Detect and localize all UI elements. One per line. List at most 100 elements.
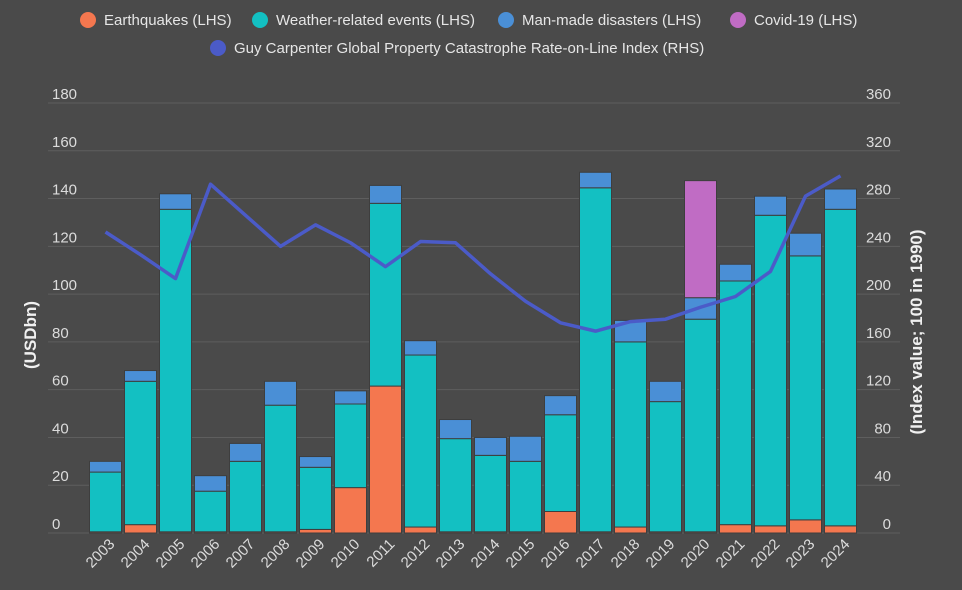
bar-segment (194, 490, 227, 533)
x-tick-label: 2022 (748, 536, 784, 572)
bar-segment (299, 456, 332, 468)
bar-segment (614, 341, 647, 528)
bar-segment (124, 380, 157, 526)
bar-segment (509, 460, 542, 533)
left-tick-label: 20 (52, 468, 69, 485)
x-tick-label: 2021 (713, 536, 749, 572)
right-tick-label: 280 (866, 182, 891, 199)
bar-segment (264, 404, 297, 533)
bar-segment (754, 214, 787, 527)
bar-segment (649, 401, 682, 533)
x-tick-label: 2020 (678, 536, 714, 572)
bar-segment (544, 414, 577, 512)
bar-segment (684, 180, 717, 299)
x-tick-label: 2017 (573, 536, 609, 572)
bar-segment (614, 526, 647, 534)
x-tick-label: 2015 (503, 536, 539, 572)
left-tick-label: 120 (52, 229, 77, 246)
bar-segment (824, 525, 857, 534)
bar-segment (124, 370, 157, 382)
bar-segment (719, 524, 752, 534)
bar-segment (824, 208, 857, 527)
bar-segment (334, 487, 367, 534)
left-tick-label: 60 (52, 373, 69, 390)
bar-segment (404, 340, 437, 356)
legend-label: Man-made disasters (LHS) (522, 12, 701, 29)
legend: Earthquakes (LHS) Weather-related events … (80, 12, 857, 57)
bar-segment (229, 460, 262, 533)
bar-segment (404, 354, 437, 528)
right-axis-ticks: 0 40 80 120 160 200 240 280 320 360 (866, 86, 891, 533)
x-tick-label: 2003 (83, 536, 119, 572)
right-tick-label: 160 (866, 325, 891, 342)
legend-label: Guy Carpenter Global Property Catastroph… (234, 40, 704, 57)
bar-segment (369, 184, 402, 204)
bar-segment (334, 403, 367, 489)
legend-marker (252, 12, 268, 28)
bar-segment (159, 193, 192, 210)
right-tick-label: 40 (874, 468, 891, 485)
x-tick-label: 2019 (643, 536, 679, 572)
right-axis-title: (Index value; 100 in 1990) (907, 229, 926, 434)
x-tick-label: 2012 (398, 536, 434, 572)
x-tick-label: 2010 (328, 536, 364, 572)
bar-segment (299, 466, 332, 530)
bar-segment (369, 385, 402, 534)
x-tick-label: 2007 (223, 536, 259, 572)
bar-segment (754, 525, 787, 534)
x-axis-ticks: 2003 2004 2005 2006 2007 2008 2009 2010 2011 2012… (83, 536, 854, 572)
x-tick-label: 2009 (293, 536, 329, 572)
bar-segment (509, 435, 542, 462)
right-tick-label: 360 (866, 86, 891, 103)
bars (89, 171, 857, 534)
x-tick-label: 2018 (608, 536, 644, 572)
left-tick-label: 160 (52, 134, 77, 151)
right-tick-label: 120 (866, 373, 891, 390)
left-tick-label: 180 (52, 86, 77, 103)
x-tick-label: 2013 (433, 536, 469, 572)
bar-segment (789, 255, 822, 521)
x-tick-label: 2004 (118, 536, 154, 572)
bar-segment (369, 202, 402, 387)
left-tick-label: 100 (52, 277, 77, 294)
bar-segment (649, 380, 682, 403)
left-axis-ticks: 0 20 40 60 80 100 120 140 160 180 (52, 86, 77, 533)
index-line (104, 174, 842, 333)
legend-label: Weather-related events (LHS) (276, 12, 475, 29)
bar-segment (474, 436, 507, 456)
bar-segment (124, 524, 157, 534)
right-tick-label: 320 (866, 134, 891, 151)
x-tick-label: 2011 (363, 536, 398, 571)
bar-segment (824, 188, 857, 210)
bar-segment (439, 419, 472, 440)
bar-segment (579, 171, 612, 189)
rate-on-line-index-line (104, 174, 842, 333)
x-tick-label: 2005 (153, 536, 189, 572)
bar-segment (229, 442, 262, 462)
bar-segment (789, 232, 822, 257)
bar-segment (789, 519, 822, 534)
legend-marker (210, 40, 226, 56)
bar-segment (474, 454, 507, 533)
bar-segment (719, 263, 752, 282)
x-tick-label: 2023 (783, 536, 819, 572)
x-tick-label: 2024 (818, 536, 854, 572)
right-tick-label: 240 (866, 229, 891, 246)
bar-segment (334, 390, 367, 405)
bar-segment (194, 475, 227, 492)
bar-segment (544, 511, 577, 534)
left-axis-title: (USDbn) (21, 301, 40, 369)
left-tick-label: 0 (52, 516, 60, 533)
x-tick-label: 2016 (538, 536, 574, 572)
bar-segment (544, 395, 577, 416)
bar-segment (439, 438, 472, 533)
legend-marker (80, 12, 96, 28)
left-tick-label: 80 (52, 325, 69, 342)
x-tick-label: 2014 (468, 536, 504, 572)
right-tick-label: 0 (883, 516, 891, 533)
bar-segment (684, 318, 717, 533)
right-tick-label: 200 (866, 277, 891, 294)
bar-segment (579, 187, 612, 533)
x-tick-label: 2006 (188, 536, 224, 572)
